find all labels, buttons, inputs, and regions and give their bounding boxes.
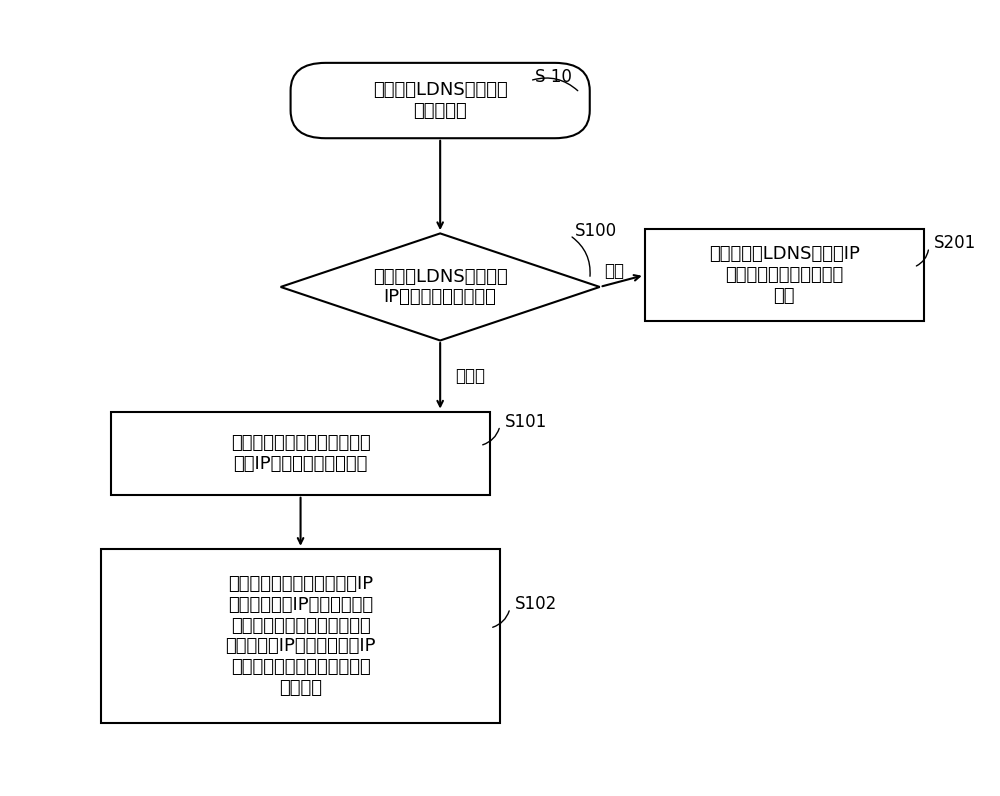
Text: 将域名解析结果与预先配置的
网内IP地址段集合进行比对: 将域名解析结果与预先配置的 网内IP地址段集合进行比对 bbox=[231, 434, 370, 473]
FancyBboxPatch shape bbox=[291, 63, 590, 139]
Text: S102: S102 bbox=[515, 595, 557, 613]
Text: S100: S100 bbox=[575, 222, 617, 240]
Text: 获取上级LDNS返回的域
名解析结果: 获取上级LDNS返回的域 名解析结果 bbox=[373, 81, 508, 120]
Text: S101: S101 bbox=[505, 413, 547, 431]
FancyBboxPatch shape bbox=[111, 412, 490, 495]
Text: 将域名解析结果中落入网内IP
地址段集合的IP地址封装在回
复报文的地址列表的前端，将
未落入网内IP地址段集合的IP
地址封装在回复报文的地址列
表的最后: 将域名解析结果中落入网内IP 地址段集合的IP地址封装在回 复报文的地址列表的前… bbox=[225, 575, 376, 697]
Text: S 10: S 10 bbox=[535, 68, 572, 86]
Text: 直接按上级LDNS返回的IP
地址优先级顺序生成回复
报文: 直接按上级LDNS返回的IP 地址优先级顺序生成回复 报文 bbox=[709, 245, 860, 305]
FancyBboxPatch shape bbox=[101, 548, 500, 724]
FancyBboxPatch shape bbox=[645, 229, 924, 321]
Text: 判断上级LDNS是否具备
IP地址优先级排序功能: 判断上级LDNS是否具备 IP地址优先级排序功能 bbox=[373, 267, 508, 306]
Text: 具备: 具备 bbox=[604, 262, 624, 280]
Text: 不具备: 不具备 bbox=[455, 367, 485, 384]
Polygon shape bbox=[281, 233, 600, 341]
Text: S201: S201 bbox=[934, 234, 976, 252]
